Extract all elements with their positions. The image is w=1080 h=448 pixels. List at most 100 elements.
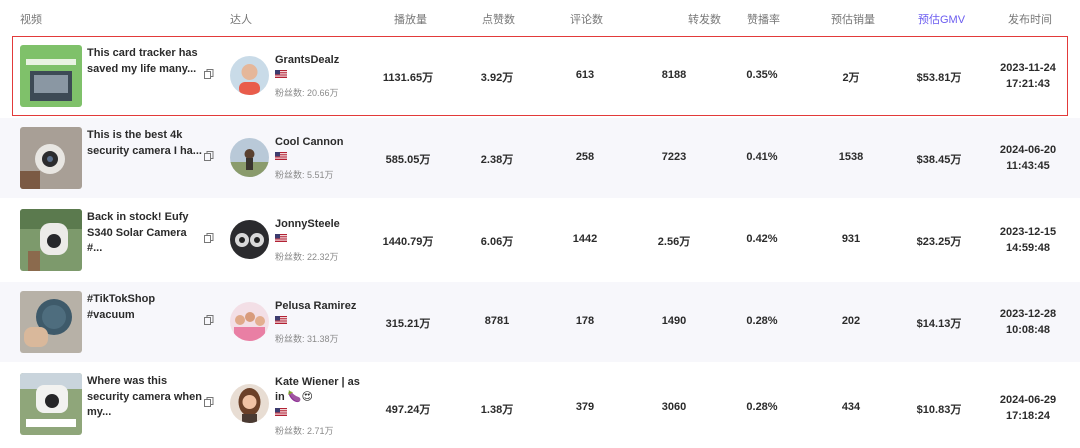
header-like-rate[interactable]: 赞播率 [747, 14, 780, 26]
comments-value: 613 [575, 69, 595, 81]
publish-time: 10:08:48 [1005, 323, 1051, 336]
comments-value: 1442 [572, 233, 598, 245]
video-thumbnail[interactable] [20, 373, 82, 435]
publish-date: 2023-12-28 [999, 308, 1057, 320]
fans-count: 粉丝数: 2.71万 [275, 426, 334, 436]
us-flag-icon [275, 152, 287, 160]
creator-name[interactable]: GrantsDealz [275, 54, 340, 66]
table-row[interactable]: This is the best 4k security camera I ha… [0, 118, 1080, 198]
us-flag-icon [275, 408, 287, 416]
creator-name[interactable]: Cool Cannon [275, 136, 344, 148]
video-title[interactable]: Back in stock! Eufy S340 Solar Camera #.… [87, 211, 189, 254]
publish-date: 2024-06-20 [999, 144, 1057, 156]
shares-value: 8188 [661, 69, 687, 81]
publish-date: 2023-12-15 [999, 226, 1057, 238]
gmv-value: $53.81万 [916, 72, 962, 84]
publish-datetime: 2023-11-24 17:21:43 [990, 61, 1066, 92]
likes-value: 2.38万 [480, 154, 514, 166]
sales-value: 931 [841, 233, 861, 245]
fans-count: 粉丝数: 22.32万 [275, 252, 339, 262]
copy-icon[interactable] [204, 397, 214, 407]
gmv-value: $10.83万 [916, 404, 962, 416]
avatar[interactable] [230, 138, 269, 177]
header-comments[interactable]: 评论数 [570, 14, 603, 26]
likes-value: 6.06万 [480, 236, 514, 248]
views-value: 315.21万 [385, 318, 431, 330]
views-value: 497.24万 [385, 404, 431, 416]
us-flag-icon [275, 316, 287, 324]
shares-value: 2.56万 [657, 236, 691, 248]
video-title[interactable]: This card tracker has saved my life many… [87, 47, 198, 75]
table-row[interactable]: Where was this security camera when my..… [0, 364, 1080, 444]
shares-value: 1490 [661, 315, 687, 327]
publish-time: 17:21:43 [1005, 77, 1051, 90]
creator-name[interactable]: Pelusa Ramirez [275, 300, 357, 312]
shares-value: 7223 [661, 151, 687, 163]
publish-datetime: 2023-12-15 14:59:48 [990, 225, 1066, 256]
header-views[interactable]: 播放量 [394, 14, 427, 26]
table-row[interactable]: Back in stock! Eufy S340 Solar Camera #.… [0, 200, 1080, 280]
header-est-sales[interactable]: 预估销量 [831, 14, 875, 26]
header-creator: 达人 [230, 14, 252, 26]
table-header: 视频 达人 播放量 点赞数 评论数 转发数 赞播率 预估销量 预估GMV 发布时… [0, 0, 1080, 36]
views-value: 1440.79万 [382, 236, 434, 248]
video-thumbnail[interactable] [20, 291, 82, 353]
publish-date: 2024-06-29 [999, 394, 1057, 406]
like-rate-value: 0.28% [746, 315, 778, 327]
gmv-value: $14.13万 [916, 318, 962, 330]
avatar[interactable] [230, 384, 269, 423]
fans-count: 粉丝数: 20.66万 [275, 88, 339, 98]
avatar[interactable] [230, 56, 269, 95]
comments-value: 178 [575, 315, 595, 327]
table-row[interactable]: #TikTokShop #vacuum Pelusa Ramirez 粉丝数: … [0, 282, 1080, 362]
comments-value: 379 [575, 401, 595, 413]
video-title[interactable]: #TikTokShop #vacuum [87, 293, 156, 321]
header-shares[interactable]: 转发数 [688, 14, 721, 26]
video-thumbnail[interactable] [20, 127, 82, 189]
publish-datetime: 2024-06-20 11:43:45 [990, 143, 1066, 174]
gmv-value: $38.45万 [916, 154, 962, 166]
copy-icon[interactable] [204, 151, 214, 161]
like-rate-value: 0.28% [746, 401, 778, 413]
likes-value: 3.92万 [480, 72, 514, 84]
sales-value: 1538 [838, 151, 864, 163]
gmv-value: $23.25万 [916, 236, 962, 248]
likes-value: 8781 [484, 315, 510, 327]
publish-time: 14:59:48 [1005, 241, 1051, 254]
header-publish-time[interactable]: 发布时间 [1008, 14, 1052, 26]
video-title[interactable]: This is the best 4k security camera I ha… [87, 129, 202, 157]
fans-count: 粉丝数: 5.51万 [275, 170, 334, 180]
creator-name[interactable]: JonnySteele [275, 218, 340, 230]
publish-date: 2023-11-24 [1000, 62, 1056, 74]
fans-count: 粉丝数: 31.38万 [275, 334, 339, 344]
video-thumbnail[interactable] [20, 45, 82, 107]
sales-value: 202 [841, 315, 861, 327]
us-flag-icon [275, 70, 287, 78]
us-flag-icon [275, 234, 287, 242]
video-thumbnail[interactable] [20, 209, 82, 271]
header-est-gmv[interactable]: 预估GMV [918, 14, 966, 26]
comments-value: 258 [575, 151, 595, 163]
avatar[interactable] [230, 220, 269, 259]
copy-icon[interactable] [204, 69, 214, 79]
sales-value: 2万 [842, 72, 860, 84]
header-video: 视频 [20, 14, 42, 26]
header-likes[interactable]: 点赞数 [482, 14, 515, 26]
copy-icon[interactable] [204, 315, 214, 325]
table-row[interactable]: This card tracker has saved my life many… [0, 36, 1080, 116]
publish-time: 17:18:24 [1005, 409, 1051, 422]
shares-value: 3060 [661, 401, 687, 413]
publish-time: 11:43:45 [1006, 159, 1050, 172]
sales-value: 434 [841, 401, 861, 413]
creator-name[interactable]: Kate Wiener | as in 🍆😍 [275, 376, 360, 403]
video-title[interactable]: Where was this security camera when my..… [87, 375, 202, 418]
avatar[interactable] [230, 302, 269, 341]
views-value: 1131.65万 [382, 72, 434, 84]
like-rate-value: 0.41% [746, 151, 778, 163]
copy-icon[interactable] [204, 233, 214, 243]
likes-value: 1.38万 [480, 404, 514, 416]
like-rate-value: 0.35% [746, 69, 778, 81]
publish-datetime: 2024-06-29 17:18:24 [990, 393, 1066, 424]
like-rate-value: 0.42% [746, 233, 778, 245]
publish-datetime: 2023-12-28 10:08:48 [990, 307, 1066, 338]
